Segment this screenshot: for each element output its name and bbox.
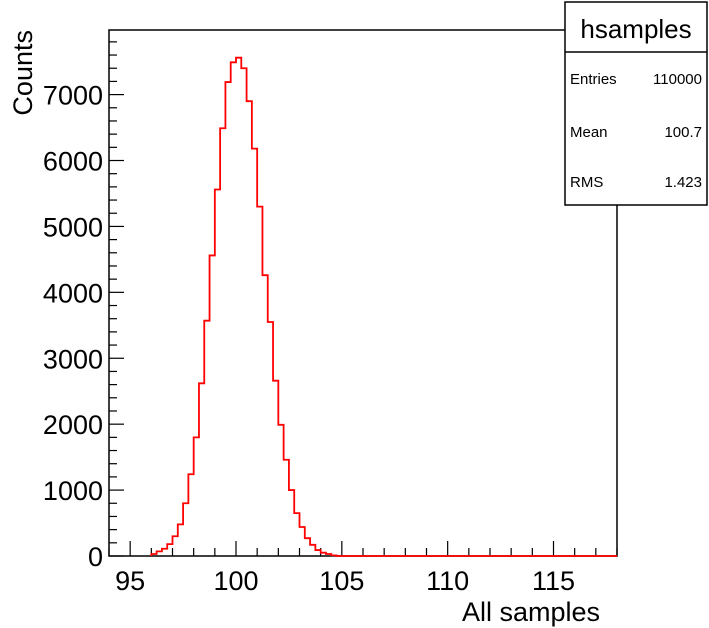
x-tick-label: 110	[426, 566, 469, 596]
histogram-outline	[150, 56, 617, 557]
stats-rms-value: 1.423	[664, 174, 702, 191]
y-tick-label: 6000	[43, 147, 103, 177]
y-tick-label: 5000	[43, 212, 103, 242]
x-tick-label: 100	[213, 566, 258, 596]
y-tick-label: 7000	[43, 81, 103, 111]
stats-entries-label: Entries	[570, 71, 617, 88]
stats-entries-value: 110000	[653, 71, 702, 88]
y-axis: 0 1000 2000 3000 4000 5000 6000 7000	[43, 41, 124, 572]
y-tick-label: 4000	[43, 278, 103, 308]
x-axis: 95 100 105 110 115	[108, 541, 618, 596]
y-tick-label: 3000	[43, 344, 103, 374]
stats-rms-label: RMS	[570, 174, 603, 191]
stats-box: hsamples Entries 110000 Mean 100.7 RMS 1…	[564, 1, 708, 206]
stats-mean-value: 100.7	[664, 124, 702, 141]
x-tick-label: 115	[532, 566, 575, 596]
stats-box-frame	[564, 1, 708, 206]
y-tick-label: 0	[88, 542, 103, 572]
x-axis-label: All samples	[462, 597, 600, 627]
x-tick-label: 95	[115, 566, 145, 596]
y-tick-label: 2000	[43, 410, 103, 440]
y-axis-label: Counts	[8, 30, 38, 116]
x-tick-label: 105	[319, 566, 364, 596]
y-tick-label: 1000	[43, 476, 103, 506]
stats-box-title: hsamples	[580, 14, 691, 44]
stats-mean-label: Mean	[570, 124, 608, 141]
